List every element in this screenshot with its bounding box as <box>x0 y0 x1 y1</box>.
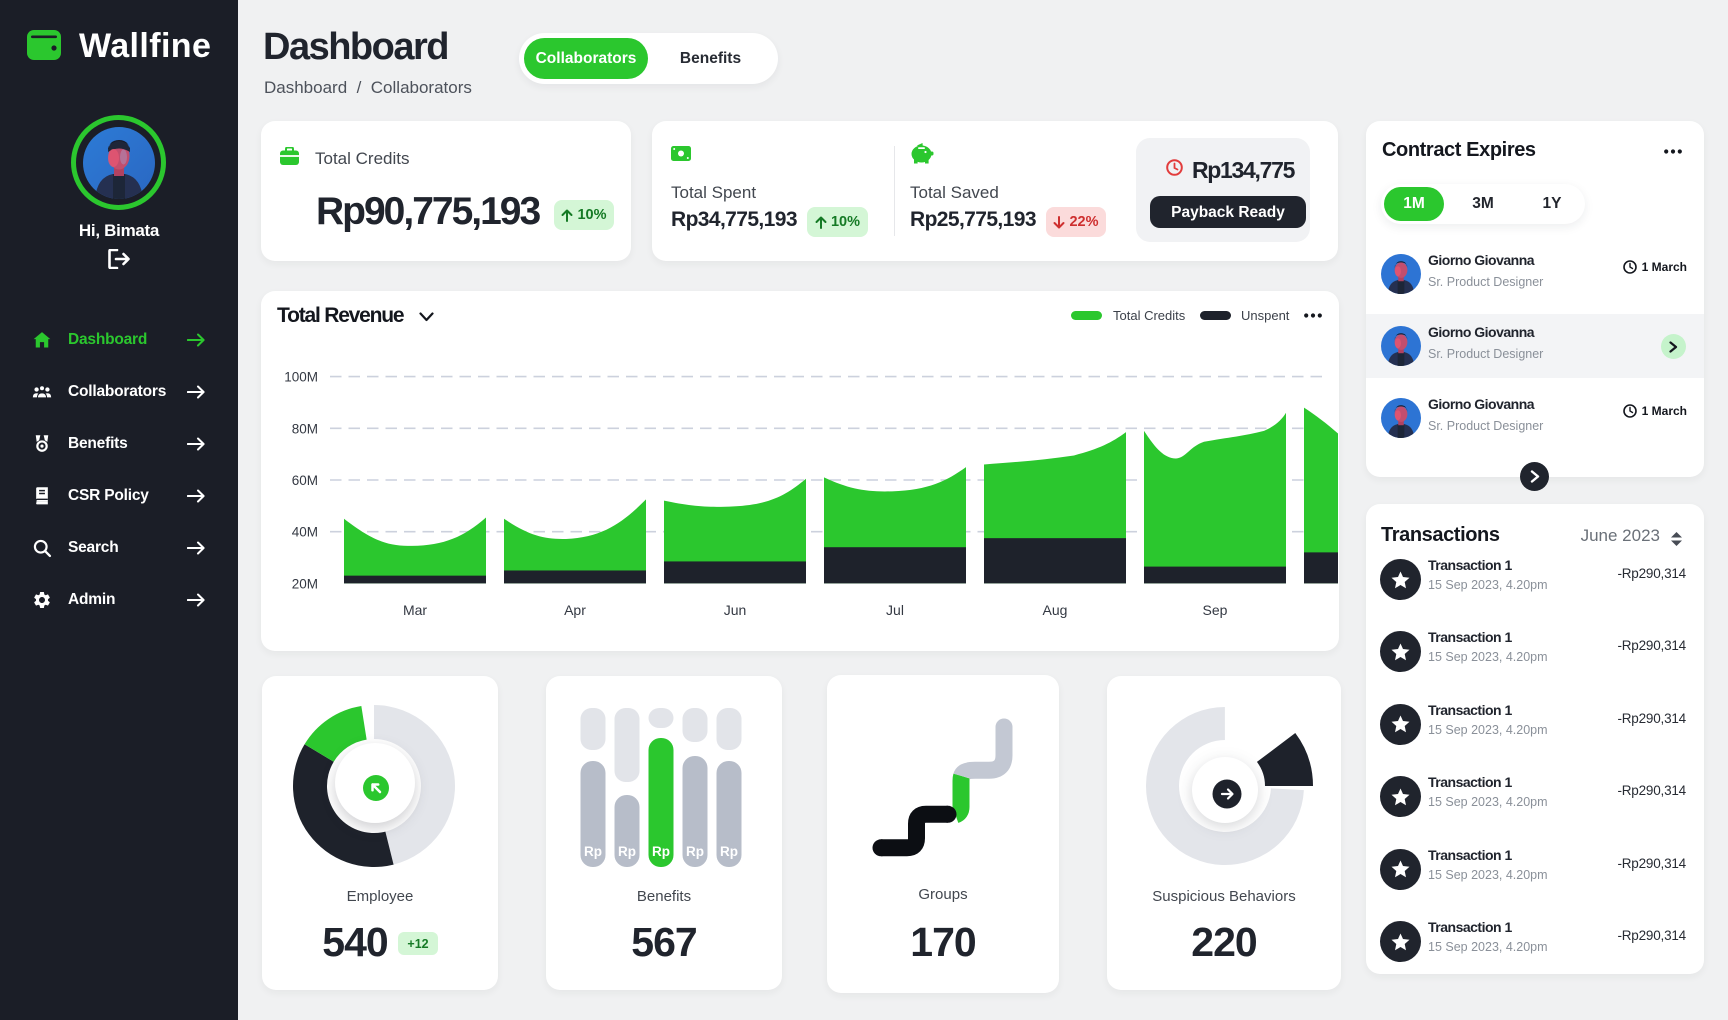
svg-text:Jul: Jul <box>886 602 904 618</box>
svg-text:Sep: Sep <box>1203 602 1228 618</box>
svg-text:Rp: Rp <box>686 844 704 859</box>
svg-text:Apr: Apr <box>564 602 586 618</box>
svg-text:Rp: Rp <box>584 844 602 859</box>
svg-text:80M: 80M <box>292 421 318 436</box>
svg-text:20M: 20M <box>292 576 318 591</box>
svg-text:Rp: Rp <box>720 844 738 859</box>
svg-text:Jun: Jun <box>724 602 747 618</box>
svg-text:60M: 60M <box>292 473 318 488</box>
svg-text:100M: 100M <box>284 370 318 385</box>
svg-text:Aug: Aug <box>1043 602 1068 618</box>
svg-text:Mar: Mar <box>403 602 427 618</box>
svg-text:40M: 40M <box>292 525 318 540</box>
svg-text:Rp: Rp <box>618 844 636 859</box>
svg-text:Rp: Rp <box>652 844 670 859</box>
